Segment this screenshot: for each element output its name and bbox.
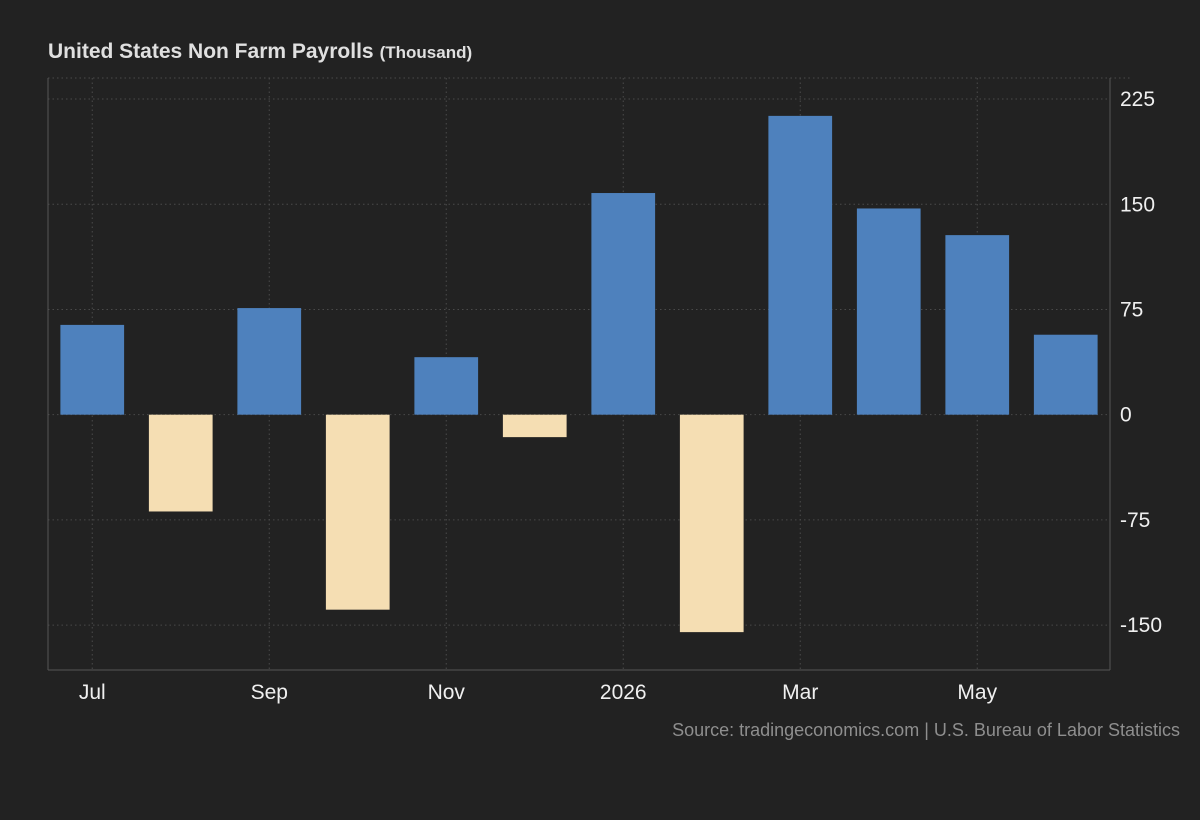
y-tick-label: 150 xyxy=(1120,193,1155,216)
bar-nov xyxy=(414,357,479,415)
bar-oct xyxy=(325,414,390,610)
x-tick-label: Jul xyxy=(79,681,106,704)
bar-feb xyxy=(679,414,744,633)
bar-2026 xyxy=(591,193,656,415)
bar-mar xyxy=(768,115,833,415)
bar-jun xyxy=(1033,334,1098,415)
x-tick-label: Mar xyxy=(782,681,818,704)
y-tick-label: -75 xyxy=(1120,509,1150,532)
bars xyxy=(60,115,1098,633)
x-tick-label: Nov xyxy=(428,681,466,704)
bar-apr xyxy=(856,208,921,415)
bar-may xyxy=(945,235,1010,415)
chart-title: United States Non Farm Payrolls (Thousand… xyxy=(48,40,472,64)
bar-dec xyxy=(502,414,567,438)
x-tick-labels: Jul Sep Nov 2026 Mar May xyxy=(79,681,998,704)
y-tick-label: 0 xyxy=(1120,404,1132,427)
x-tick-label: 2026 xyxy=(600,681,647,704)
bar-jul xyxy=(60,324,125,415)
gridlines xyxy=(48,77,1130,670)
chart-unit-label: (Thousand) xyxy=(379,43,473,62)
y-tick-label: 225 xyxy=(1120,88,1155,111)
y-tick-label: -150 xyxy=(1120,614,1162,637)
axes xyxy=(47,78,1111,671)
bar-sep xyxy=(237,308,302,415)
y-tick-labels: 225 150 75 0 -75 -150 xyxy=(1120,88,1162,637)
source-credit: Source: tradingeconomics.com | U.S. Bure… xyxy=(672,720,1180,740)
bar-aug xyxy=(148,414,213,512)
x-tick-label: May xyxy=(957,681,997,704)
x-tick-label: Sep xyxy=(251,681,288,704)
y-tick-label: 75 xyxy=(1120,298,1143,321)
chart-title-text: United States Non Farm Payrolls xyxy=(48,40,374,63)
